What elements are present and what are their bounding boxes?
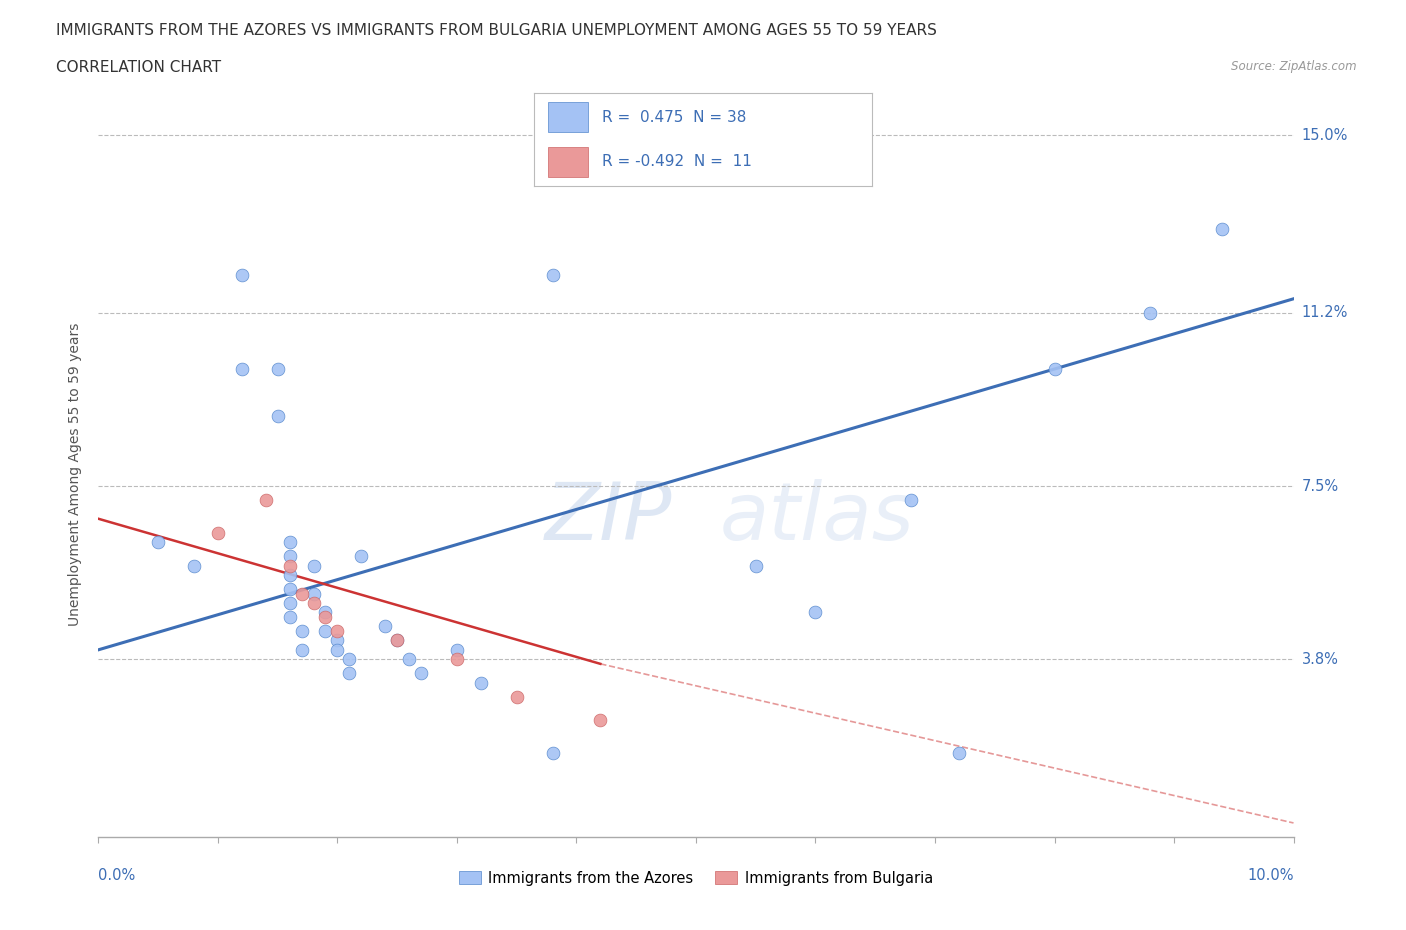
Point [315, 609, 337, 624]
Point [326, 643, 349, 658]
Point [207, 525, 229, 540]
Point [278, 609, 301, 624]
Text: CORRELATION CHART: CORRELATION CHART [56, 60, 221, 75]
Point [290, 643, 312, 658]
Y-axis label: Unemployment Among Ages 55 to 59 years: Unemployment Among Ages 55 to 59 years [69, 323, 83, 626]
Point [446, 652, 468, 667]
Text: 7.5%: 7.5% [1302, 479, 1339, 494]
Point [374, 619, 396, 634]
Text: R =  0.475  N = 38: R = 0.475 N = 38 [602, 110, 747, 125]
Point [350, 549, 373, 564]
Point [278, 549, 301, 564]
Point [254, 493, 277, 508]
Text: IMMIGRANTS FROM THE AZORES VS IMMIGRANTS FROM BULGARIA UNEMPLOYMENT AMONG AGES 5: IMMIGRANTS FROM THE AZORES VS IMMIGRANTS… [56, 23, 938, 38]
Point [385, 633, 409, 648]
Point [1043, 362, 1066, 377]
Text: 0.0%: 0.0% [98, 868, 135, 883]
Point [948, 745, 970, 760]
Text: 15.0%: 15.0% [1302, 127, 1348, 142]
Text: ZIP: ZIP [544, 479, 672, 557]
Point [302, 586, 325, 601]
FancyBboxPatch shape [548, 102, 588, 132]
Point [1139, 305, 1161, 320]
Point [398, 652, 420, 667]
Point [326, 624, 349, 639]
Text: 3.8%: 3.8% [1302, 652, 1339, 667]
Point [302, 595, 325, 610]
Point [267, 408, 290, 423]
Point [589, 712, 612, 727]
Point [339, 652, 360, 667]
Text: 10.0%: 10.0% [1247, 868, 1294, 883]
Text: 11.2%: 11.2% [1302, 305, 1348, 320]
FancyBboxPatch shape [548, 147, 588, 177]
Point [290, 586, 312, 601]
Text: Source: ZipAtlas.com: Source: ZipAtlas.com [1232, 60, 1357, 73]
Point [339, 666, 360, 681]
Point [446, 643, 468, 658]
Point [278, 595, 301, 610]
Point [278, 535, 301, 550]
Point [745, 558, 768, 573]
Point [302, 558, 325, 573]
Point [411, 666, 433, 681]
Point [541, 268, 564, 283]
Point [278, 558, 301, 573]
Point [541, 745, 564, 760]
Point [326, 633, 349, 648]
Legend: Immigrants from the Azores, Immigrants from Bulgaria: Immigrants from the Azores, Immigrants f… [453, 865, 939, 891]
Point [267, 362, 290, 377]
Point [470, 675, 492, 690]
Point [315, 604, 337, 619]
Point [290, 624, 312, 639]
Text: R = -0.492  N =  11: R = -0.492 N = 11 [602, 154, 752, 169]
Point [231, 268, 253, 283]
Point [900, 493, 922, 508]
Point [385, 633, 409, 648]
Point [315, 624, 337, 639]
Point [278, 581, 301, 596]
Point [148, 535, 170, 550]
Point [231, 362, 253, 377]
Point [506, 689, 529, 704]
Point [1211, 221, 1233, 236]
Text: atlas: atlas [720, 479, 915, 557]
Point [804, 604, 827, 619]
Point [183, 558, 205, 573]
Point [278, 567, 301, 582]
